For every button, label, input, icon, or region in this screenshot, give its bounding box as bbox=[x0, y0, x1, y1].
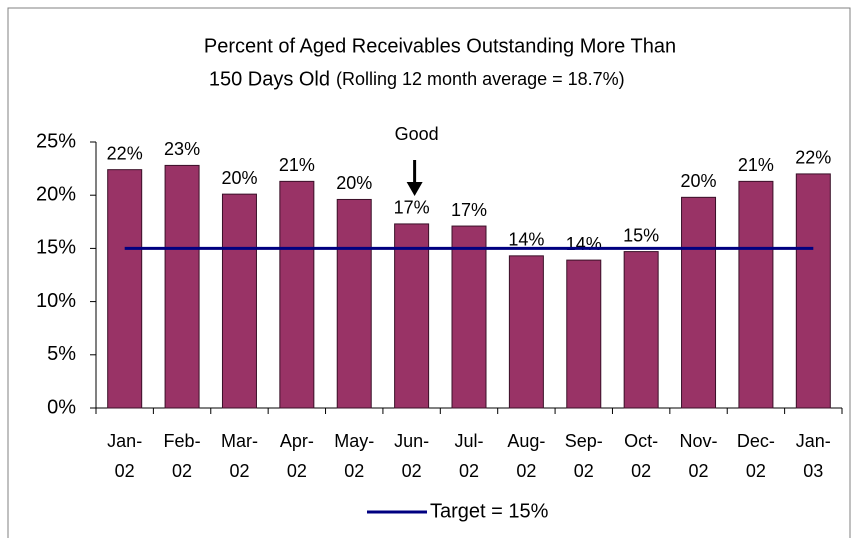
bar bbox=[221, 193, 257, 409]
value-label: 22% bbox=[107, 143, 143, 163]
y-tick-label: 20% bbox=[36, 183, 76, 205]
x-tick-label: Jun-02 bbox=[394, 431, 430, 481]
value-label: 17% bbox=[394, 198, 430, 218]
value-label: 20% bbox=[681, 171, 717, 191]
bar bbox=[336, 198, 372, 409]
annotation: Good bbox=[395, 124, 439, 144]
bar bbox=[164, 164, 200, 409]
value-label: 14% bbox=[566, 234, 602, 254]
y-tick-label: 5% bbox=[47, 343, 76, 365]
annotation-arrowhead bbox=[406, 182, 423, 196]
x-tick-label: Oct-02 bbox=[624, 431, 659, 481]
value-label: 17% bbox=[451, 200, 487, 220]
bar bbox=[394, 223, 430, 409]
x-tick-label: Mar-02 bbox=[220, 431, 258, 481]
x-tick-label: Aug-02 bbox=[507, 431, 546, 481]
chart-subtitle: (Rolling 12 month average = 18.7%) bbox=[336, 69, 625, 89]
bar bbox=[738, 180, 774, 409]
chart-title: 150 Days Old bbox=[209, 68, 330, 90]
x-tick-label: Sep-02 bbox=[564, 431, 603, 481]
value-label: 20% bbox=[336, 173, 372, 193]
x-tick-label: Apr-02 bbox=[279, 431, 314, 481]
legend-label: Target = 15% bbox=[430, 500, 549, 522]
y-tick-label: 15% bbox=[36, 237, 76, 259]
chart-title: Percent of Aged Receivables Outstanding … bbox=[204, 35, 676, 57]
value-label: 21% bbox=[279, 155, 315, 175]
bar bbox=[566, 259, 602, 409]
bar bbox=[795, 173, 831, 409]
value-label: 14% bbox=[508, 230, 544, 250]
value-label: 23% bbox=[164, 139, 200, 159]
x-tick-label: Feb-02 bbox=[163, 431, 201, 481]
y-tick-label: 25% bbox=[36, 130, 76, 152]
x-tick-label: May-02 bbox=[334, 431, 375, 481]
bar bbox=[681, 196, 717, 409]
x-tick-label: Dec-02 bbox=[736, 431, 775, 481]
bar bbox=[279, 180, 315, 409]
x-tick-label: Nov-02 bbox=[679, 431, 718, 481]
value-label: 21% bbox=[738, 155, 774, 175]
x-tick-label: Jan-03 bbox=[795, 431, 831, 481]
chart-frame bbox=[7, 7, 851, 538]
x-tick-label: Jul-02 bbox=[454, 431, 484, 481]
bar bbox=[451, 225, 487, 409]
bar bbox=[623, 251, 659, 409]
x-tick-label: Jan-02 bbox=[107, 431, 143, 481]
bar bbox=[107, 169, 143, 409]
y-tick-label: 10% bbox=[36, 290, 76, 312]
value-label: 22% bbox=[795, 148, 831, 168]
y-tick-label: 0% bbox=[47, 396, 76, 418]
value-label: 20% bbox=[221, 168, 257, 188]
bar bbox=[508, 255, 544, 409]
value-label: 15% bbox=[623, 225, 659, 245]
